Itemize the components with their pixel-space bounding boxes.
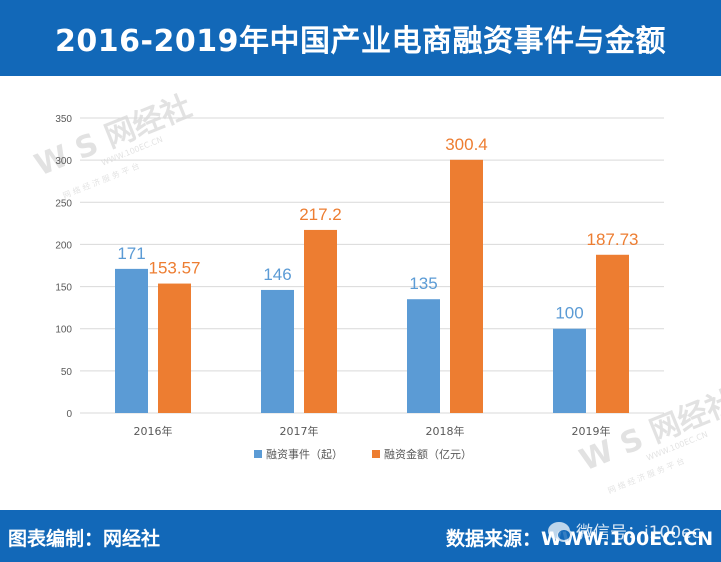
chart-title-banner: 2016-2019年中国产业电商融资事件与金额	[0, 0, 721, 76]
bar-events-2	[407, 299, 440, 413]
bar-amount-1	[304, 229, 337, 413]
watermark-logo-text: W S 网经社	[30, 89, 197, 183]
y-axis-ticks: 0 50 100 150 200 250 300 350	[55, 114, 72, 420]
bar-events-3	[553, 328, 586, 413]
bar-amount-2	[450, 159, 483, 413]
footer-bar: 图表编制：网经社 数据来源：WWW.100EC.CN	[0, 510, 721, 562]
footer-source-label: 数据来源：	[446, 528, 542, 550]
y-tick-label: 0	[66, 409, 72, 420]
x-tick-label: 2016年	[134, 424, 173, 438]
legend-label-1: 融资金额（亿元）	[384, 447, 472, 461]
bar-amount-3	[596, 254, 629, 413]
bar-events-1	[261, 289, 294, 413]
data-label-events-0: 171	[117, 244, 145, 263]
bar-events-0	[115, 268, 148, 413]
footer-source-url: WWW.100EC.CN	[541, 528, 714, 550]
y-tick-label: 200	[55, 240, 72, 251]
data-label-events-1: 146	[263, 265, 291, 284]
x-axis-ticks: 2016年 2017年 2018年 2019年	[134, 424, 611, 438]
page-title: 2016-2019年中国产业电商融资事件与金额	[55, 24, 666, 59]
bar-series	[115, 159, 629, 413]
x-tick-label: 2018年	[426, 424, 465, 438]
y-tick-label: 100	[55, 325, 72, 336]
y-tick-label: 350	[55, 114, 72, 125]
data-label-amount-1: 217.2	[299, 205, 342, 224]
y-tick-label: 150	[55, 283, 72, 294]
legend-label-0: 融资事件（起）	[266, 448, 343, 461]
bar-amount-0	[158, 283, 191, 413]
data-label-amount-3: 187.73	[587, 230, 639, 249]
data-label-events-3: 100	[555, 304, 583, 323]
legend-swatch-1	[372, 450, 380, 458]
footer-editor: 图表编制：网经社	[8, 528, 161, 550]
data-label-amount-0: 153.57	[149, 259, 201, 278]
y-tick-label: 250	[55, 198, 72, 209]
wechat-watermark: 微信号：i100ec	[548, 518, 701, 543]
chart-legend: 融资事件（起） 融资金额（亿元）	[254, 447, 472, 461]
data-label-events-2: 135	[409, 274, 437, 293]
y-tick-label: 300	[55, 156, 72, 167]
wechat-icon	[548, 521, 572, 542]
footer-source: 数据来源：WWW.100EC.CN	[446, 524, 713, 551]
legend-swatch-0	[254, 450, 262, 458]
data-label-amount-2: 300.4	[445, 135, 488, 154]
wechat-id: 微信号：i100ec	[576, 523, 701, 543]
y-tick-label: 50	[61, 367, 73, 378]
x-tick-label: 2017年	[280, 424, 319, 438]
x-tick-label: 2019年	[572, 424, 611, 438]
